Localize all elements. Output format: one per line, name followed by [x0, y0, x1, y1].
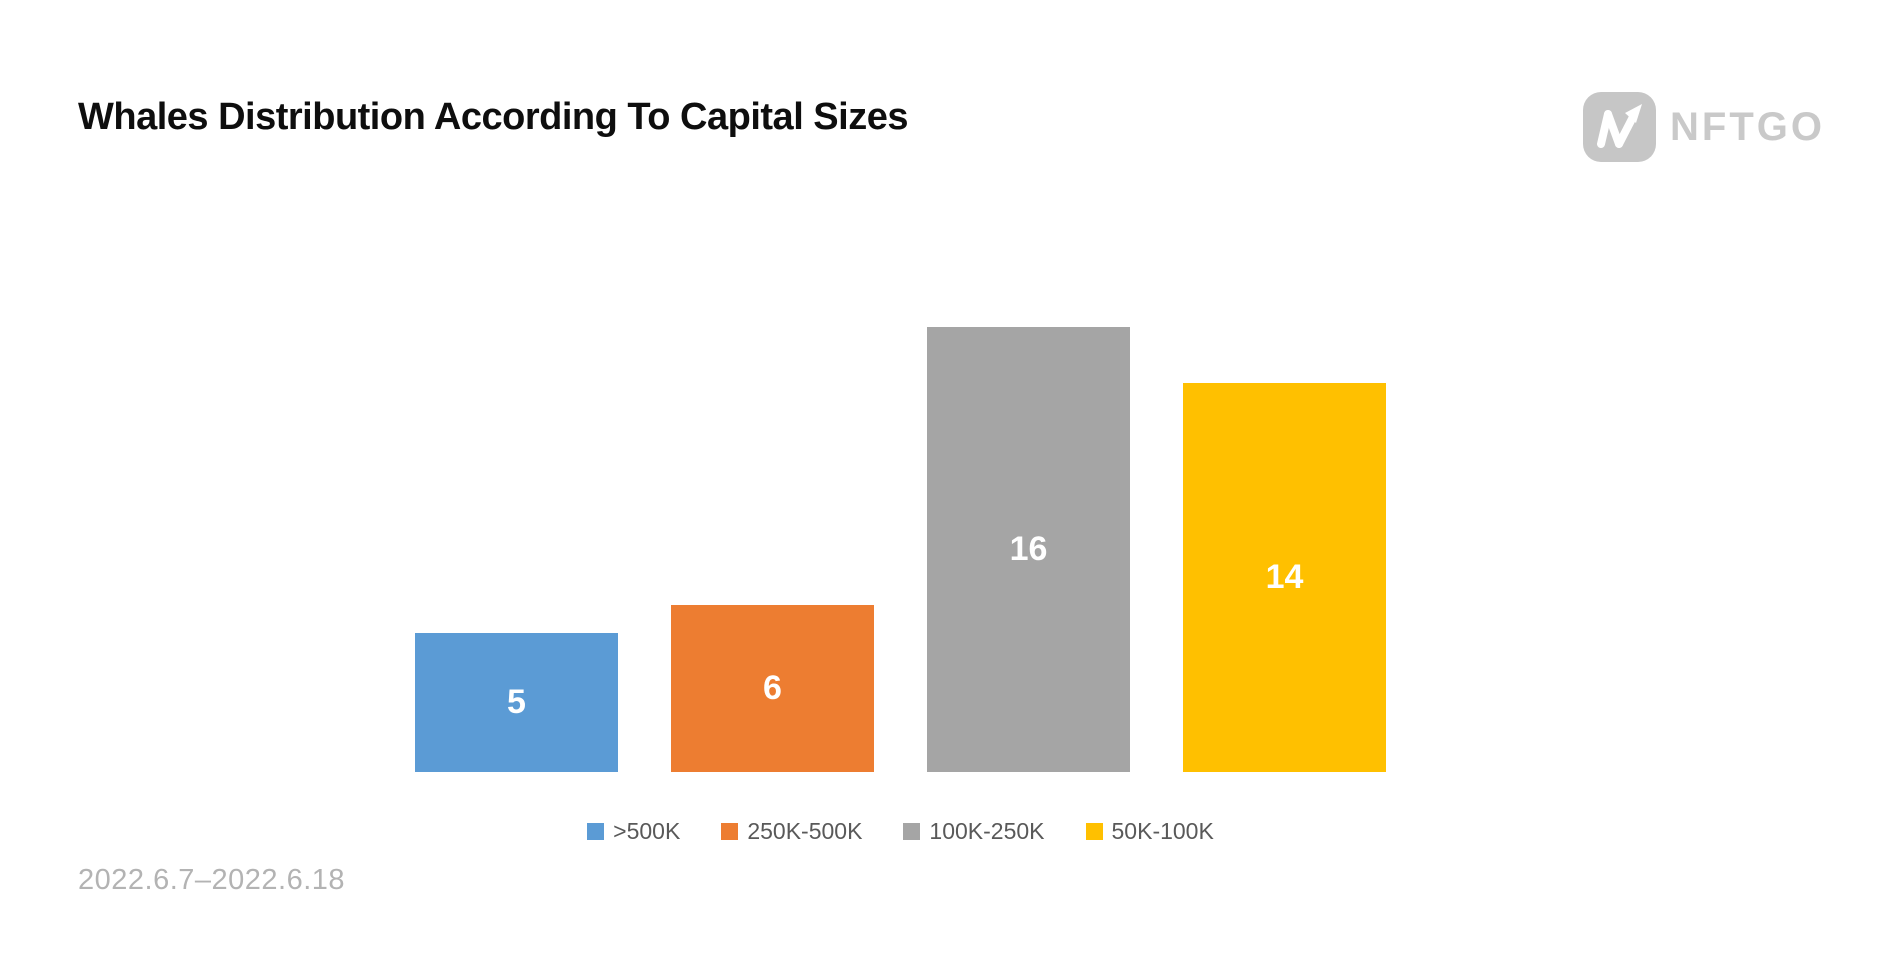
legend-swatch-icon [587, 823, 605, 840]
bar-gt-500k: 5 [415, 633, 618, 772]
legend-item-50k-100k: 50K-100K [1085, 818, 1214, 845]
legend-label: 250K-500K [747, 818, 863, 844]
page-title: Whales Distribution According To Capital… [78, 96, 908, 138]
bar-value-label: 14 [1265, 558, 1304, 596]
bar-100k-250k: 16 [927, 327, 1130, 772]
legend-item-100k-250k: 100K-250K [903, 818, 1045, 845]
bar-plot: 5 6 16 14 [415, 327, 1386, 772]
nftgo-n-arrow-icon [1596, 104, 1642, 148]
nftgo-logo-badge [1583, 92, 1656, 162]
bar-value-label: 6 [763, 669, 782, 707]
bar-value-label: 5 [507, 683, 526, 721]
legend-label: 100K-250K [929, 818, 1045, 844]
bar-50k-100k: 14 [1183, 383, 1386, 772]
legend-swatch-icon [1085, 823, 1103, 840]
legend-swatch-icon [721, 823, 739, 840]
legend-label: 50K-100K [1111, 818, 1214, 844]
nftgo-brand-text: NFTGO [1670, 104, 1825, 149]
nftgo-logo: NFTGO [1583, 92, 1825, 162]
legend-swatch-icon [903, 823, 921, 840]
bar-250k-500k: 6 [671, 605, 874, 772]
date-range-label: 2022.6.7–2022.6.18 [78, 864, 346, 896]
legend-item-gt-500k: >500K [587, 818, 680, 845]
legend-item-250k-500k: 250K-500K [721, 818, 862, 845]
legend-label: >500K [613, 818, 681, 844]
legend: >500K 250K-500K 100K-250K 50K-100K [415, 818, 1386, 845]
bar-value-label: 16 [1009, 530, 1048, 568]
